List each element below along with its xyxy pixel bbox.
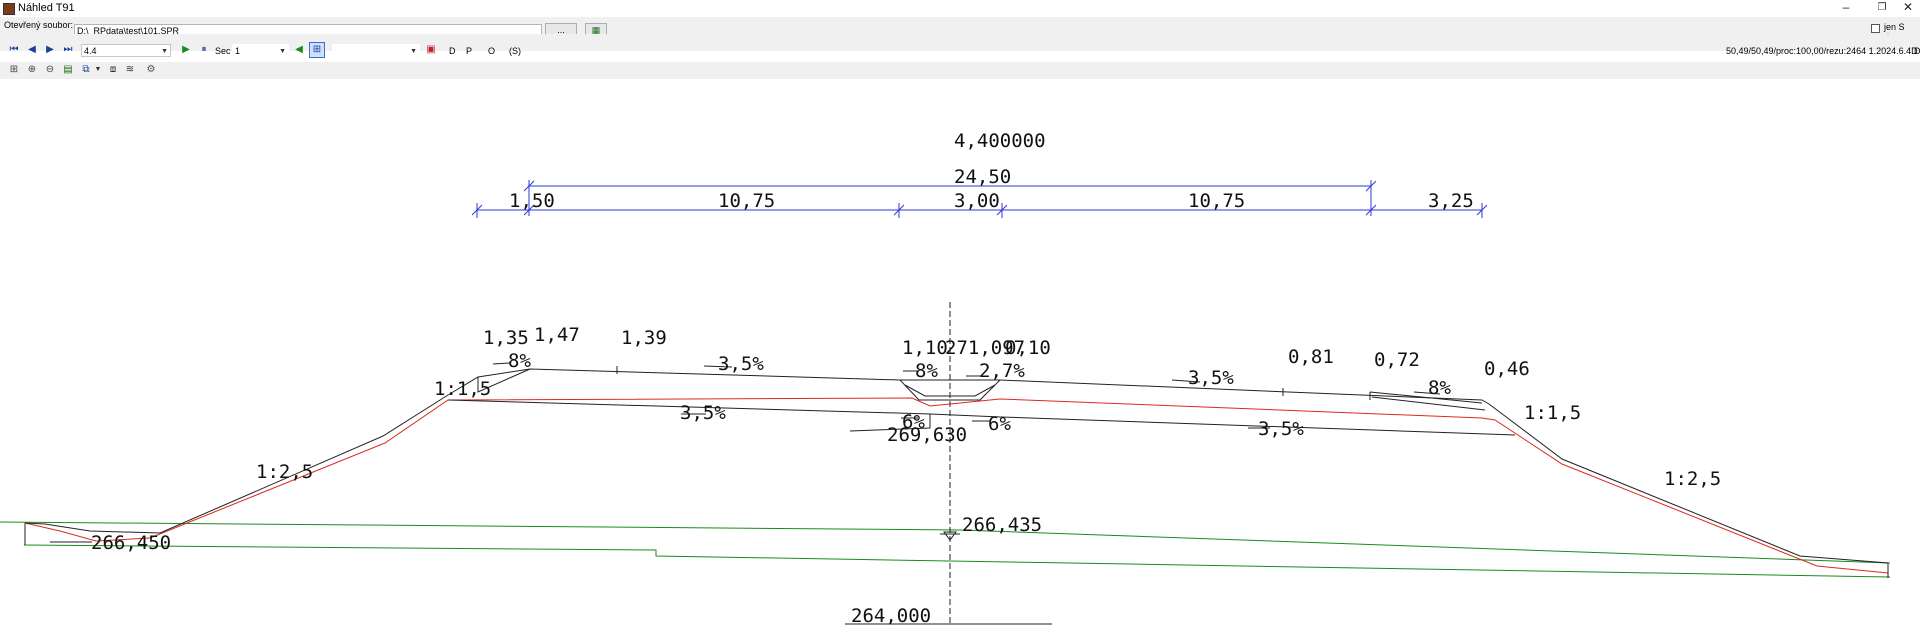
sec-label: Sec — [215, 46, 231, 56]
view-toolbar — [0, 62, 1920, 79]
only-s-checkbox[interactable] — [1871, 24, 1880, 33]
restore-button[interactable]: ❐ — [1877, 2, 1887, 13]
file-label: Otevřený soubor: — [4, 20, 74, 30]
sec-combo[interactable]: 1 ▼ — [232, 44, 289, 57]
grade-4: 2,7% — [979, 360, 1025, 382]
dimension-lines — [471, 180, 1488, 218]
o-toggle[interactable]: O — [488, 46, 496, 56]
grade-10: 3,5% — [1258, 418, 1304, 440]
segment-1-label: 1,50 — [509, 190, 555, 212]
segment-5-label: 3,25 — [1428, 190, 1474, 212]
elevation-left: 266,450 — [91, 532, 171, 554]
height-label-3: 1,39 — [621, 327, 667, 349]
grade-3: 8% — [915, 360, 938, 382]
next-icon[interactable]: ▶ — [46, 44, 54, 55]
elevation-water: 266,435 — [962, 514, 1042, 536]
status-tail: D — [1914, 46, 1920, 56]
grade-8: 6% — [902, 411, 925, 433]
height-label-1: 1,35 — [483, 327, 529, 349]
play-icon[interactable]: ▶ — [182, 44, 190, 55]
terrain-line — [0, 521, 1891, 578]
p-toggle[interactable]: P — [466, 46, 473, 56]
grade-2: 3,5% — [718, 353, 764, 375]
first-icon[interactable]: ⏮ — [9, 44, 19, 55]
cross-section-drawing[interactable]: 4,400000 24,50 1,50 10,75 3,00 10,75 3,2… — [0, 80, 1920, 639]
slope-left-1: 1:1,5 — [434, 378, 491, 400]
grade-1: 8% — [508, 350, 531, 372]
height-label-6: 0,10 — [1005, 337, 1051, 359]
height-label-2: 1,47 — [534, 324, 580, 346]
app-icon — [3, 3, 15, 15]
chevron-down-icon: ▼ — [410, 48, 417, 55]
title-bar: Náhled T91 – ❐ ✕ — [0, 0, 1920, 17]
elevation-axis: 269,630 — [887, 424, 967, 446]
page-icon[interactable]: ▤ — [63, 64, 73, 75]
slope-right-1: 1:1,5 — [1524, 402, 1581, 424]
chevron-down-icon: ▼ — [279, 48, 286, 55]
prev-icon[interactable]: ◀ — [28, 44, 36, 55]
pause-icon[interactable]: ⏸ — [201, 44, 207, 55]
structure-lines — [24, 302, 1889, 625]
window-title: Náhled T91 — [18, 2, 75, 14]
last-icon[interactable]: ⏭ — [63, 44, 73, 55]
drawing-labels: 4,400000 24,50 1,50 10,75 3,00 10,75 3,2… — [91, 130, 1721, 627]
segment-3-label: 3,00 — [954, 190, 1000, 212]
slope-left-2: 1:2,5 — [256, 461, 313, 483]
grade-6: 8% — [1428, 377, 1451, 399]
grade-7: 3,5% — [680, 402, 726, 424]
profile-combo[interactable]: 4.4 ▼ — [81, 44, 171, 57]
zoom-extent-icon[interactable]: ⊞ — [9, 64, 19, 75]
segment-4-label: 10,75 — [1188, 190, 1245, 212]
total-width-label: 24,50 — [954, 166, 1011, 188]
height-label-4: 1,10 — [902, 337, 948, 359]
chevron-down-icon[interactable]: ▼ — [94, 66, 102, 73]
grid-icon[interactable]: ⊞ — [309, 42, 325, 58]
settings-icon[interactable]: ⚙ — [146, 64, 156, 75]
navigation-toolbar — [0, 34, 1920, 51]
save-icon[interactable]: ▣ — [426, 44, 436, 55]
layer-combo[interactable]: ▼ — [332, 44, 420, 57]
back-icon[interactable]: ◀ — [295, 44, 303, 55]
height-label-7: 0,81 — [1288, 346, 1334, 368]
d-toggle[interactable]: D — [449, 46, 456, 56]
segment-2-label: 10,75 — [718, 190, 775, 212]
elevation-datum: 264,000 — [851, 605, 931, 627]
minimize-button[interactable]: – — [1842, 0, 1850, 14]
chevron-down-icon: ▼ — [161, 48, 168, 55]
stack-icon[interactable]: ≋ — [125, 64, 135, 75]
height-label-9: 0,46 — [1484, 358, 1530, 380]
zoom-out-icon[interactable]: ⊖ — [45, 64, 55, 75]
status-text: 50,49/50,49/proc:100,00/rezu:2464 1.2024… — [1726, 46, 1918, 56]
height-label-8: 0,72 — [1374, 349, 1420, 371]
profile-value: 4.4 — [84, 46, 97, 56]
export-icon[interactable]: ⧈ — [109, 64, 117, 75]
layers-icon[interactable]: ⧉ — [82, 64, 90, 75]
slope-right-2: 1:2,5 — [1664, 468, 1721, 490]
s-toggle[interactable]: (S) — [509, 46, 521, 56]
grade-9: 6% — [988, 413, 1011, 435]
zoom-in-icon[interactable]: ⊕ — [27, 64, 37, 75]
grade-5: 3,5% — [1188, 367, 1234, 389]
design-line — [24, 397, 1889, 574]
height-label-5: 271,097 — [945, 337, 1025, 359]
sec-value: 1 — [235, 46, 241, 56]
station-label: 4,400000 — [954, 130, 1046, 152]
close-button[interactable]: ✕ — [1902, 0, 1914, 14]
